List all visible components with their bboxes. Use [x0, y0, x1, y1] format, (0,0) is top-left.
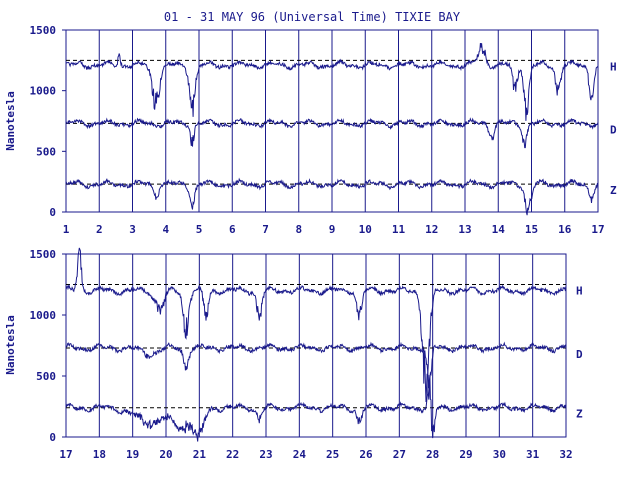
x-tick-label: 2 — [96, 223, 103, 236]
x-tick-label: 30 — [493, 448, 506, 461]
y-tick-label: 500 — [36, 145, 56, 158]
y-axis-title: Nanotesla — [4, 91, 17, 151]
x-tick-label: 16 — [558, 223, 572, 236]
series-line-Z — [65, 177, 599, 216]
x-tick-label: 11 — [392, 223, 406, 236]
series-label-D: D — [610, 123, 617, 136]
y-axis-title: Nanotesla — [4, 315, 17, 375]
x-tick-label: 28 — [426, 448, 439, 461]
y-tick-label: 0 — [49, 206, 56, 219]
x-tick-label: 13 — [458, 223, 471, 236]
series-line-D — [65, 341, 567, 400]
x-tick-label: 3 — [129, 223, 136, 236]
series-line-H — [65, 43, 599, 121]
x-tick-label: 10 — [359, 223, 372, 236]
x-tick-label: 14 — [492, 223, 506, 236]
x-tick-label: 18 — [93, 448, 106, 461]
x-tick-label: 4 — [162, 223, 169, 236]
series-line-H — [65, 247, 567, 403]
panel-top: 1 2 3 4 5 6 7 8 9 10 11 12 13 14 15 16 17050010001500Nan… — [4, 24, 617, 236]
x-tick-label: 8 — [295, 223, 302, 236]
x-tick-label: 25 — [326, 448, 339, 461]
x-tick-label: 32 — [559, 448, 572, 461]
y-tick-label: 1000 — [30, 85, 57, 98]
x-tick-label: 12 — [425, 223, 438, 236]
x-tick-label: 26 — [359, 448, 373, 461]
series-label-H: H — [576, 285, 583, 298]
chart-title: 01 - 31 MAY 96 (Universal Time) TIXIE BA… — [164, 10, 461, 24]
y-tick-label: 1500 — [30, 24, 57, 37]
series-label-Z: Z — [576, 408, 583, 421]
x-tick-label: 27 — [393, 448, 406, 461]
x-tick-label: 22 — [226, 448, 239, 461]
series-label-H: H — [610, 60, 617, 73]
series-line-D — [65, 117, 599, 149]
plot-frame — [65, 253, 567, 438]
x-tick-label: 21 — [193, 448, 207, 461]
x-tick-label: 29 — [459, 448, 472, 461]
y-tick-label: 500 — [36, 370, 56, 383]
x-tick-label: 24 — [293, 448, 307, 461]
y-tick-label: 1000 — [30, 309, 57, 322]
x-tick-label: 15 — [525, 223, 538, 236]
x-tick-label: 6 — [229, 223, 236, 236]
panel-bottom: 17 18 19 20 21 22 23 24 25 26 27 28 29 30 31 32 0 500 1000… — [4, 247, 583, 461]
x-tick-label: 1 — [63, 223, 70, 236]
x-tick-label: 7 — [262, 223, 269, 236]
x-tick-label: 17 — [59, 448, 72, 461]
x-tick-label: 19 — [126, 448, 139, 461]
x-tick-label: 9 — [329, 223, 336, 236]
x-tick-label: 5 — [196, 223, 203, 236]
x-tick-label: 23 — [259, 448, 272, 461]
series-line-Z — [66, 374, 567, 442]
y-tick-label: 1500 — [30, 248, 57, 261]
x-tick-label: 17 — [591, 223, 604, 236]
series-label-D: D — [576, 348, 583, 361]
y-tick-label: 0 — [49, 431, 56, 444]
series-label-Z: Z — [610, 184, 617, 197]
x-tick-label: 20 — [159, 448, 172, 461]
x-tick-label: 31 — [526, 448, 540, 461]
